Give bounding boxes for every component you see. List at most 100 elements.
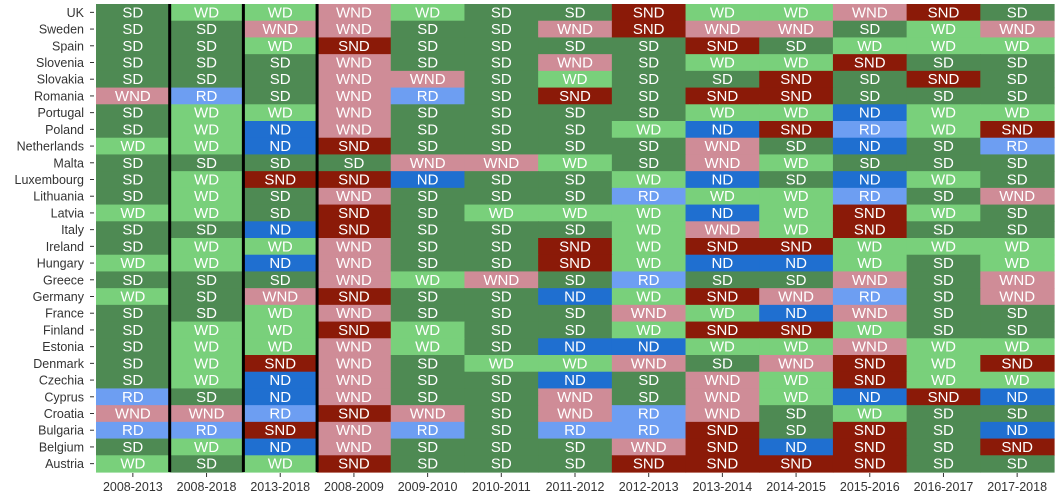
heatmap-cell	[538, 187, 613, 206]
heatmap-cell	[464, 54, 539, 72]
cell-value-label: SD	[491, 4, 512, 21]
heatmap-cell	[464, 221, 539, 239]
heatmap-cell	[538, 371, 613, 390]
cell-value-label: WND	[778, 289, 814, 306]
cell-value-label: SD	[122, 55, 143, 72]
heatmap-cell	[685, 87, 760, 105]
cell-value-label: SD	[565, 188, 586, 205]
cell-value-label: SD	[491, 121, 512, 138]
cell-value-label: WD	[710, 55, 735, 72]
heatmap-cell	[980, 187, 1055, 206]
heatmap-cell	[464, 438, 539, 456]
heatmap-cell	[96, 137, 171, 156]
row-label: Netherlands	[17, 140, 84, 154]
cell-value-label: WND	[410, 155, 446, 172]
cell-value-label: SD	[491, 222, 512, 239]
heatmap-cell	[390, 438, 466, 456]
cell-value-label: SD	[417, 105, 438, 122]
heatmap-cell	[390, 388, 466, 406]
row-label: Greece	[43, 273, 84, 287]
heatmap-cell	[980, 238, 1055, 256]
heatmap-cell	[317, 171, 392, 189]
heatmap-cell	[538, 421, 613, 440]
cell-value-label: SD	[786, 272, 807, 289]
row-label: Luxembourg	[15, 173, 85, 187]
cell-value-label: SND	[707, 322, 739, 339]
heatmap-cell	[611, 321, 687, 339]
heatmap-cell	[611, 405, 687, 423]
heatmap-cell	[169, 121, 244, 139]
heatmap-cell	[464, 121, 539, 139]
cell-value-label: SD	[491, 138, 512, 155]
cell-value-label: WD	[931, 355, 956, 372]
heatmap-cell	[464, 238, 539, 256]
heatmap-cell	[611, 20, 687, 39]
heatmap-cell	[906, 388, 981, 406]
heatmap-cell	[390, 37, 466, 55]
heatmap-cell	[980, 104, 1055, 122]
heatmap-cell	[96, 104, 171, 122]
heatmap-cell	[317, 121, 392, 139]
cell-value-label: SD	[122, 121, 143, 138]
cell-value-label: SD	[122, 21, 143, 38]
heatmap-cell	[980, 204, 1055, 222]
heatmap-cell	[390, 204, 466, 222]
heatmap-cell	[317, 20, 392, 39]
heatmap-cell	[906, 238, 981, 256]
cell-value-label: SND	[854, 422, 886, 439]
cell-value-label: ND	[269, 439, 291, 456]
cell-value-label: SD	[491, 238, 512, 255]
heatmap-cell	[980, 304, 1055, 323]
heatmap-cell	[538, 438, 613, 456]
cell-value-label: WND	[999, 188, 1035, 205]
heatmap-cell	[538, 338, 613, 356]
heatmap-cell	[759, 438, 834, 456]
heatmap-cell	[243, 421, 318, 440]
heatmap-cell	[169, 37, 244, 55]
cell-value-label: WD	[120, 138, 145, 155]
heatmap-cell	[759, 271, 834, 289]
cell-value-label: WD	[120, 289, 145, 306]
row-label: Latvia	[51, 206, 84, 220]
cell-value-label: WD	[1005, 255, 1030, 272]
cell-value-label: WND	[631, 355, 667, 372]
heatmap-cell	[317, 187, 392, 206]
cell-value-label: SND	[338, 456, 370, 473]
cell-value-label: WD	[194, 138, 219, 155]
cell-value-label: ND	[785, 255, 807, 272]
cell-value-label: SD	[122, 222, 143, 239]
heatmap-cell	[611, 421, 687, 440]
heatmap-cell	[611, 87, 687, 105]
cell-value-label: WD	[931, 21, 956, 38]
cell-value-label: RD	[269, 406, 291, 423]
heatmap-cell	[906, 355, 981, 373]
heatmap-cell	[96, 154, 171, 172]
heatmap-cell	[832, 204, 908, 222]
cell-value-label: WND	[999, 21, 1035, 38]
heatmap-cell	[169, 54, 244, 72]
heatmap-cell	[685, 4, 760, 22]
cell-value-label: SD	[196, 38, 217, 55]
heatmap-cell	[169, 187, 244, 206]
cell-value-label: ND	[269, 138, 291, 155]
cell-value-label: SD	[786, 422, 807, 439]
cell-value-label: SD	[1007, 88, 1028, 105]
heatmap-cell	[390, 154, 466, 172]
heatmap-cell	[390, 371, 466, 390]
heatmap-cell	[243, 271, 318, 289]
heatmap-cell	[906, 271, 981, 289]
cell-value-label: SD	[933, 272, 954, 289]
heatmap-cell	[169, 388, 244, 406]
row-label: Czechia	[39, 374, 84, 388]
heatmap-cell	[390, 421, 466, 440]
cell-value-label: ND	[859, 105, 881, 122]
cell-value-label: SD	[565, 105, 586, 122]
cell-value-label: SND	[854, 55, 886, 72]
heatmap-cell	[169, 104, 244, 122]
cell-value-label: SD	[933, 138, 954, 155]
cell-value-label: SND	[633, 21, 665, 38]
cell-value-label: WND	[336, 255, 372, 272]
cell-value-label: SND	[707, 439, 739, 456]
heatmap-cell	[96, 271, 171, 289]
cell-value-label: SD	[270, 205, 291, 222]
